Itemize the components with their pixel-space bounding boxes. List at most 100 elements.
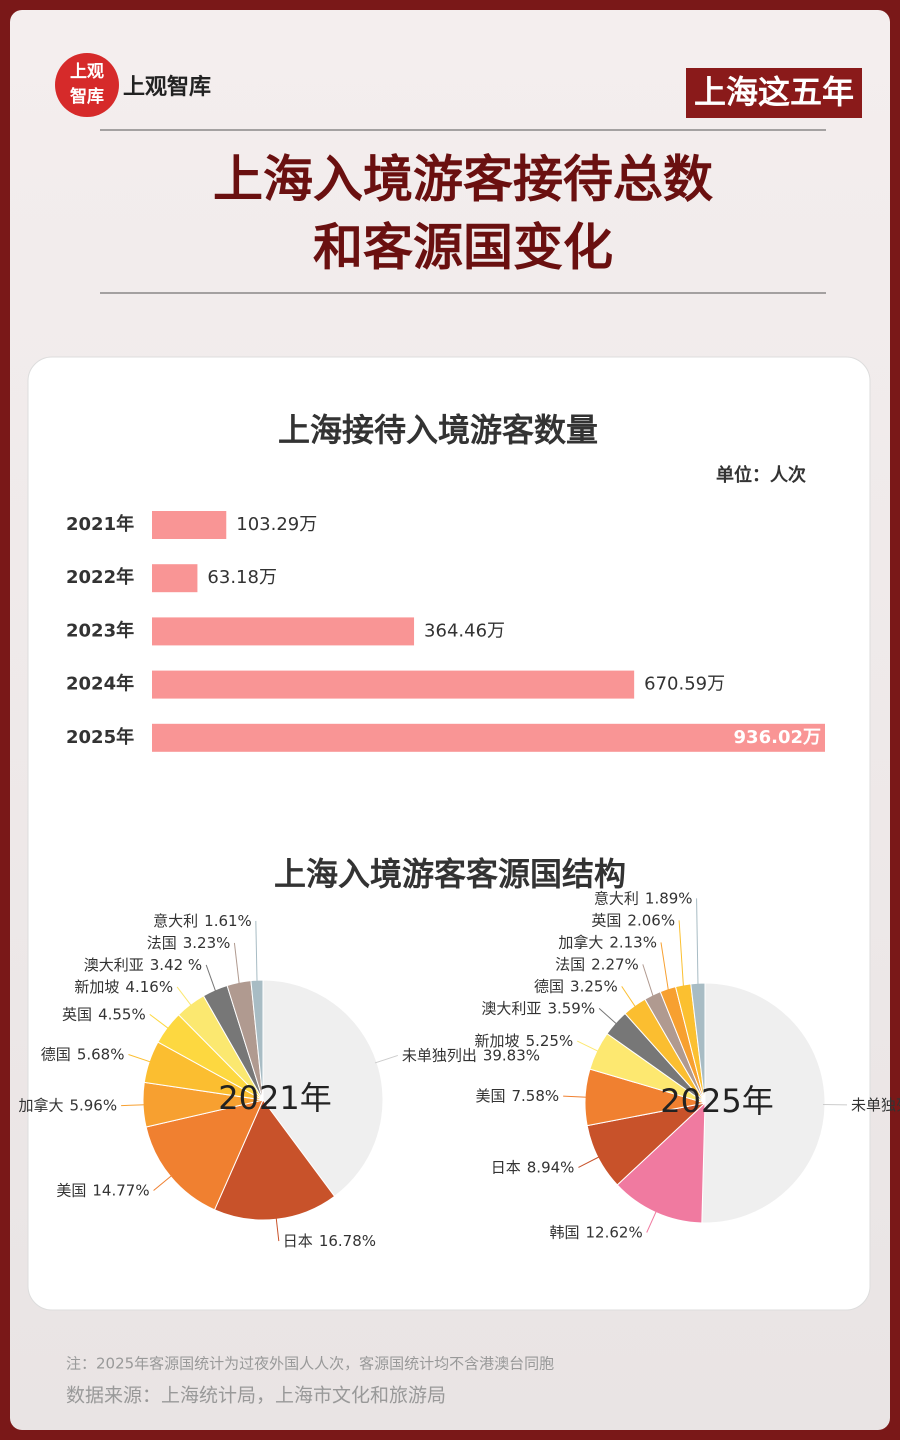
slice-category: 澳大利亚 (84, 955, 144, 973)
tag: 上海这五年 (694, 73, 854, 111)
slice-category: 日本 (283, 1232, 313, 1250)
slice-label: 未单独列出 39.83% (402, 1046, 540, 1064)
logo-text: 上观 (70, 62, 104, 82)
slice-label: 意大利 1.61% (153, 911, 252, 929)
slice-label: 意大利 1.89% (594, 889, 693, 907)
leader-line (621, 986, 637, 1008)
slice-label: 日本 16.78% (283, 1232, 376, 1250)
slice-value: 1.61% (204, 911, 252, 929)
slice-value: 39.83% (483, 1046, 540, 1064)
tag-box (686, 68, 862, 118)
slice-category: 法国 (147, 933, 177, 951)
slice-label: 英国 4.55% (62, 1005, 146, 1023)
slice-category: 德国 (41, 1045, 71, 1063)
chart-title: 上海入境游客客源国结构 (274, 855, 626, 893)
slice-category: 新加坡 (74, 977, 119, 995)
slice-value: 16.78% (319, 1232, 376, 1250)
leader-line (275, 1217, 280, 1242)
slice-value: 5.25% (526, 1032, 574, 1050)
logo-circle (55, 53, 119, 117)
leader-line (642, 964, 654, 998)
slice-value: 2.27% (591, 955, 639, 973)
slice-label: 英国 2.06% (591, 911, 675, 929)
category-label: 2023年 (66, 619, 134, 641)
slice-value: 5.68% (77, 1045, 125, 1063)
bar (152, 670, 635, 699)
slice-category: 新加坡 (475, 1032, 520, 1050)
slice-category: 未单独列出 (402, 1046, 477, 1064)
chart-title: 上海接待入境游客数量 (278, 411, 598, 449)
leader-line (128, 1054, 152, 1063)
note: 注：2025年客源国统计为过夜外国人人次，客源国统计均不含港澳台同胞 (66, 1355, 554, 1373)
slice-label: 日本 8.94% (491, 1158, 575, 1176)
slice-value: 5.96% (69, 1096, 117, 1114)
slice-category: 意大利 (594, 889, 639, 907)
slice-value: 3.59% (547, 999, 595, 1017)
pie-title: 2025年 (660, 1082, 773, 1120)
slice-label: 美国 7.58% (475, 1087, 559, 1105)
slice-label: 未单独列出50.42% (851, 1095, 900, 1113)
value-label: 364.46万 (424, 620, 505, 641)
slice-category: 德国 (534, 977, 564, 995)
slice-value: 2.13% (609, 933, 657, 951)
slice-category: 未单独列出 (851, 1095, 900, 1113)
slice-label: 法国 2.27% (555, 955, 639, 973)
value-label: 936.02万 (734, 727, 821, 748)
slice-value: 7.58% (512, 1087, 560, 1105)
leader-line (696, 898, 699, 986)
leader-line (577, 1040, 600, 1052)
slice-value: 4.55% (98, 1005, 146, 1023)
leader-line (563, 1095, 588, 1098)
logo-text: 智库 (70, 86, 104, 107)
value-label: 63.18万 (207, 567, 277, 588)
pie-title: 2021年 (218, 1079, 331, 1117)
slice-label: 德国 5.68% (41, 1045, 125, 1063)
slice-label: 法国 3.23% (147, 933, 231, 951)
slice-label: 澳大利亚 3.59% (481, 999, 595, 1017)
slice-value: 2.06% (627, 911, 675, 929)
leader-line (121, 1104, 146, 1107)
slice-label: 德国 3.25% (534, 977, 618, 995)
slice-category: 意大利 (153, 911, 198, 929)
slice-label: 加拿大 5.96% (18, 1096, 117, 1114)
category-label: 2021年 (66, 513, 134, 535)
slice-category: 加拿大 (18, 1096, 63, 1114)
unit: 单位：人次 (716, 464, 806, 486)
slice-label: 加拿大 2.13% (558, 933, 657, 951)
slice-value: 3.42 % (150, 955, 202, 973)
title: 和客源国变化 (313, 219, 613, 277)
leader-line (205, 964, 217, 993)
category-label: 2022年 (66, 566, 134, 588)
slice-category: 日本 (491, 1158, 521, 1176)
slice-category: 英国 (62, 1005, 92, 1023)
leader-line (374, 1054, 398, 1064)
leader-line (646, 1210, 658, 1233)
leader-line (678, 920, 684, 988)
slice-category: 美国 (56, 1181, 86, 1199)
leader-line (149, 1013, 170, 1030)
slice-category: 澳大利亚 (481, 999, 541, 1017)
slice-label: 美国 14.77% (56, 1181, 149, 1199)
leader-line (233, 942, 240, 985)
value-label: 670.59万 (644, 674, 725, 695)
slice-category: 法国 (555, 955, 585, 973)
slice-label: 韩国 12.62% (550, 1223, 643, 1241)
bar (152, 511, 227, 539)
slice-value: 3.25% (570, 977, 618, 995)
source: 数据来源：上海统计局，上海市文化和旅游局 (66, 1385, 446, 1407)
slice-value: 14.77% (92, 1181, 149, 1199)
leader-line (153, 1174, 173, 1191)
leader-line (578, 1156, 601, 1168)
leader-line (255, 920, 258, 983)
bar (152, 723, 825, 752)
slice-category: 韩国 (550, 1223, 580, 1241)
leader-line (598, 1008, 618, 1025)
slice-value: 1.89% (645, 889, 693, 907)
slice-value: 4.16% (125, 977, 173, 995)
leader-line (176, 986, 193, 1007)
slice-category: 英国 (591, 911, 621, 929)
slice-category: 加拿大 (558, 933, 603, 951)
brand: 上观智库 (123, 74, 211, 100)
